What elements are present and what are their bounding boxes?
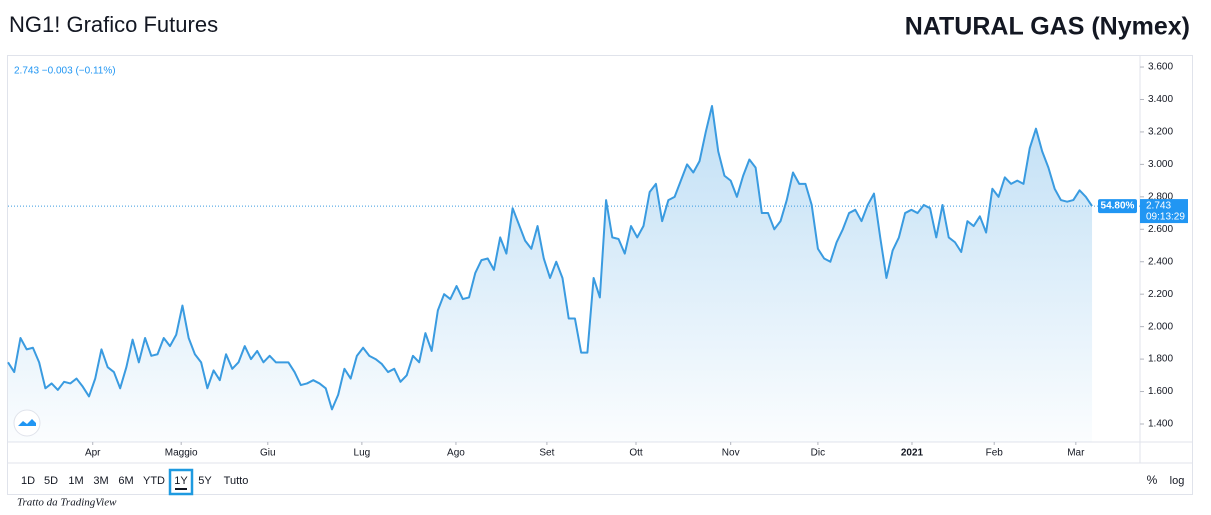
y-tick-label: 2.400 xyxy=(1148,256,1173,267)
x-tick-label: Feb xyxy=(986,448,1004,459)
footer: Tratto da TradingView xyxy=(17,497,117,509)
x-tick-label: 2021 xyxy=(901,448,924,459)
y-tick-label: 2.800 xyxy=(1148,191,1173,202)
chart-title: NG1! Grafico Futures xyxy=(9,12,218,37)
y-tick-label: 3.200 xyxy=(1148,127,1173,138)
y-tick-label: 3.600 xyxy=(1148,62,1173,73)
legend-value: 2.743 −0.003 (−0.11%) xyxy=(14,66,116,77)
y-tick-label: 2.000 xyxy=(1148,321,1173,332)
toolbar: 1D 5D 1M 3M 6M YTD 1Y 5Y Tutto% log xyxy=(21,468,1185,496)
range-button[interactable]: 1Y xyxy=(174,475,188,487)
range-button[interactable]: 6M xyxy=(118,475,133,487)
price-tag-label: 2.743 xyxy=(1146,201,1171,212)
x-tick-label: Maggio xyxy=(165,448,198,459)
y-tick-label: 1.600 xyxy=(1148,386,1173,397)
price-tag xyxy=(1140,199,1188,224)
x-tick-label: Lug xyxy=(354,448,371,459)
y-tick-label: 1.400 xyxy=(1148,419,1173,430)
range-button[interactable]: 5Y xyxy=(198,475,212,487)
percent-toggle[interactable]: % xyxy=(1147,473,1158,487)
x-tick-label: Nov xyxy=(722,448,740,459)
y-tick-label: 2.200 xyxy=(1148,289,1173,300)
price-line xyxy=(7,104,1093,411)
range-button[interactable]: YTD xyxy=(143,475,165,487)
plot: 1.400 1.600 1.800 2.000 2.200 2.400 2.600 2.800… xyxy=(7,62,1188,459)
range-button[interactable]: Tutto xyxy=(224,475,249,487)
change-tag xyxy=(1098,199,1137,214)
countdown-label: 09:13:29 xyxy=(1146,212,1185,223)
range-button[interactable]: 3M xyxy=(93,475,108,487)
change-tag-label: 54.80% xyxy=(1101,201,1135,212)
tv-logo-icon xyxy=(18,419,36,426)
y-tick-label: 1.800 xyxy=(1148,354,1173,365)
y-tick-label: 3.000 xyxy=(1148,159,1173,170)
x-tick-label: Ott xyxy=(629,448,643,459)
range-selected-box xyxy=(168,468,194,496)
x-tick-label: Giu xyxy=(260,448,276,459)
x-tick-label: Apr xyxy=(85,448,101,459)
tv-logo[interactable] xyxy=(13,409,41,437)
x-tick-label: Mar xyxy=(1067,448,1085,459)
x-tick-label: Dic xyxy=(811,448,825,459)
range-button[interactable]: 5D xyxy=(44,475,58,487)
y-tick-label: 2.600 xyxy=(1148,224,1173,235)
x-tick-label: Ago xyxy=(447,448,465,459)
y-tick-label: 3.400 xyxy=(1148,94,1173,105)
area-fill xyxy=(8,105,1093,442)
range-button[interactable]: 1M xyxy=(68,475,83,487)
instrument-name: NATURAL GAS (Nymex) xyxy=(905,13,1190,41)
range-button[interactable]: 1D xyxy=(21,475,35,487)
x-tick-label: Set xyxy=(539,448,554,459)
log-toggle[interactable]: log xyxy=(1170,475,1185,487)
